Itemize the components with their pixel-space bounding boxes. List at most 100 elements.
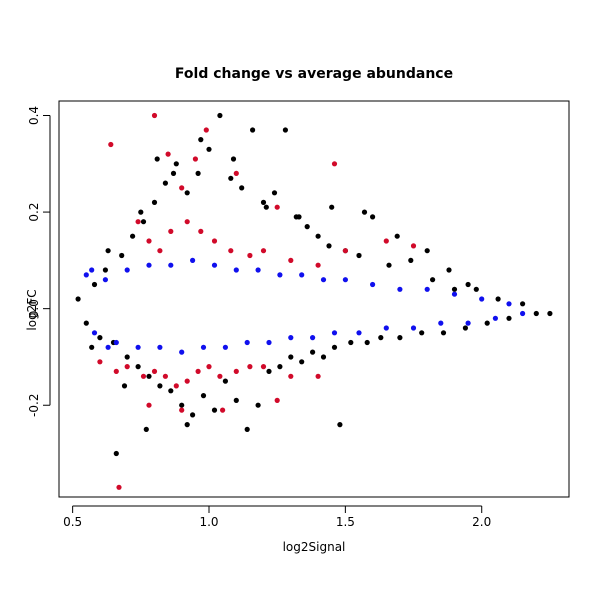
point-black-10	[140, 219, 147, 225]
point-blue-0	[83, 272, 89, 278]
point-blue-13	[222, 344, 228, 350]
point-black-70	[184, 422, 190, 428]
y-axis-label: log2FC	[25, 289, 39, 330]
point-blue-18	[277, 272, 283, 278]
point-black-52	[378, 335, 384, 341]
point-black-8	[130, 233, 136, 239]
point-black-18	[184, 190, 190, 196]
point-black-26	[228, 175, 234, 181]
point-black-2	[91, 281, 98, 288]
point-red-30	[173, 383, 179, 389]
point-blue-26	[370, 281, 376, 288]
point-blue-9	[179, 349, 185, 355]
point-blue-17	[266, 339, 272, 346]
point-black-67	[547, 310, 553, 317]
point-blue-14	[233, 267, 239, 273]
point-black-33	[266, 368, 272, 374]
point-red-38	[274, 397, 280, 403]
point-blue-11	[200, 344, 207, 350]
point-red-6	[233, 170, 239, 176]
point-black-78	[230, 156, 237, 162]
point-red-8	[135, 219, 141, 225]
point-red-17	[260, 248, 267, 254]
point-black-42	[315, 233, 321, 239]
x-axis: 0.5 1.0 1.5 2.0	[63, 505, 491, 529]
point-black-65	[520, 301, 526, 307]
point-blue-7	[157, 344, 163, 350]
point-black-12	[151, 199, 158, 205]
point-black-83	[394, 233, 400, 239]
point-red-28	[151, 368, 158, 374]
point-red-3	[179, 185, 185, 191]
point-black-81	[329, 204, 335, 210]
point-red-12	[184, 219, 190, 225]
point-blue-5	[135, 344, 141, 350]
y-tick-label: 0.4	[27, 106, 41, 125]
point-red-29	[162, 373, 168, 379]
point-black-20	[195, 170, 201, 176]
point-red-9	[146, 238, 152, 244]
point-red-31	[184, 378, 190, 384]
point-red-14	[211, 238, 218, 244]
point-black-56	[419, 330, 425, 336]
point-blue-27	[383, 325, 389, 331]
point-red-25	[113, 368, 119, 374]
point-black-17	[179, 402, 185, 408]
point-red-23	[410, 243, 417, 249]
point-black-50	[364, 339, 370, 346]
point-blue-6	[146, 262, 152, 268]
point-black-4	[102, 267, 108, 273]
point-blue-15	[244, 339, 250, 346]
point-black-76	[170, 170, 177, 176]
point-blue-31	[438, 320, 444, 326]
point-black-77	[198, 137, 204, 143]
points-layer	[75, 112, 553, 490]
point-black-40	[304, 224, 310, 230]
point-blue-22	[320, 277, 327, 283]
point-black-73	[121, 383, 128, 389]
point-black-71	[89, 344, 95, 350]
point-red-39	[288, 373, 294, 379]
point-red-10	[157, 248, 163, 254]
point-blue-38	[89, 267, 95, 273]
point-black-31	[255, 402, 261, 408]
point-black-51	[370, 214, 376, 220]
point-red-44	[116, 484, 122, 490]
point-black-44	[326, 243, 332, 249]
point-blue-19	[288, 335, 294, 341]
point-blue-3	[113, 339, 119, 346]
point-blue-10	[190, 257, 196, 263]
point-red-35	[233, 368, 239, 374]
chart-title: Fold change vs average abundance	[175, 66, 453, 82]
point-black-79	[263, 204, 269, 210]
y-axis: -0.2 0.0 0.2 0.4	[27, 106, 51, 417]
y-tick-label: -0.2	[27, 394, 41, 417]
point-red-24	[97, 359, 103, 365]
point-blue-35	[492, 315, 498, 321]
point-black-84	[424, 248, 430, 254]
point-black-19	[190, 412, 196, 418]
point-black-23	[211, 407, 218, 413]
point-blue-30	[424, 286, 430, 292]
point-black-9	[135, 364, 141, 370]
point-blue-12	[211, 262, 218, 268]
point-red-20	[315, 262, 321, 268]
point-black-53	[386, 262, 392, 268]
point-blue-36	[506, 301, 512, 307]
point-black-34	[271, 190, 278, 196]
point-black-46	[337, 422, 343, 428]
point-black-21	[200, 393, 207, 399]
point-red-33	[206, 364, 212, 370]
point-black-24	[217, 112, 223, 119]
point-black-85	[446, 267, 452, 273]
point-red-19	[288, 257, 294, 263]
point-black-69	[143, 426, 149, 432]
point-black-49	[356, 252, 362, 259]
x-tick-label: 0.5	[63, 515, 82, 529]
point-black-43	[320, 354, 327, 360]
point-red-34	[217, 373, 223, 379]
point-black-37	[288, 354, 294, 360]
point-black-41	[310, 349, 316, 355]
point-blue-8	[168, 262, 174, 268]
